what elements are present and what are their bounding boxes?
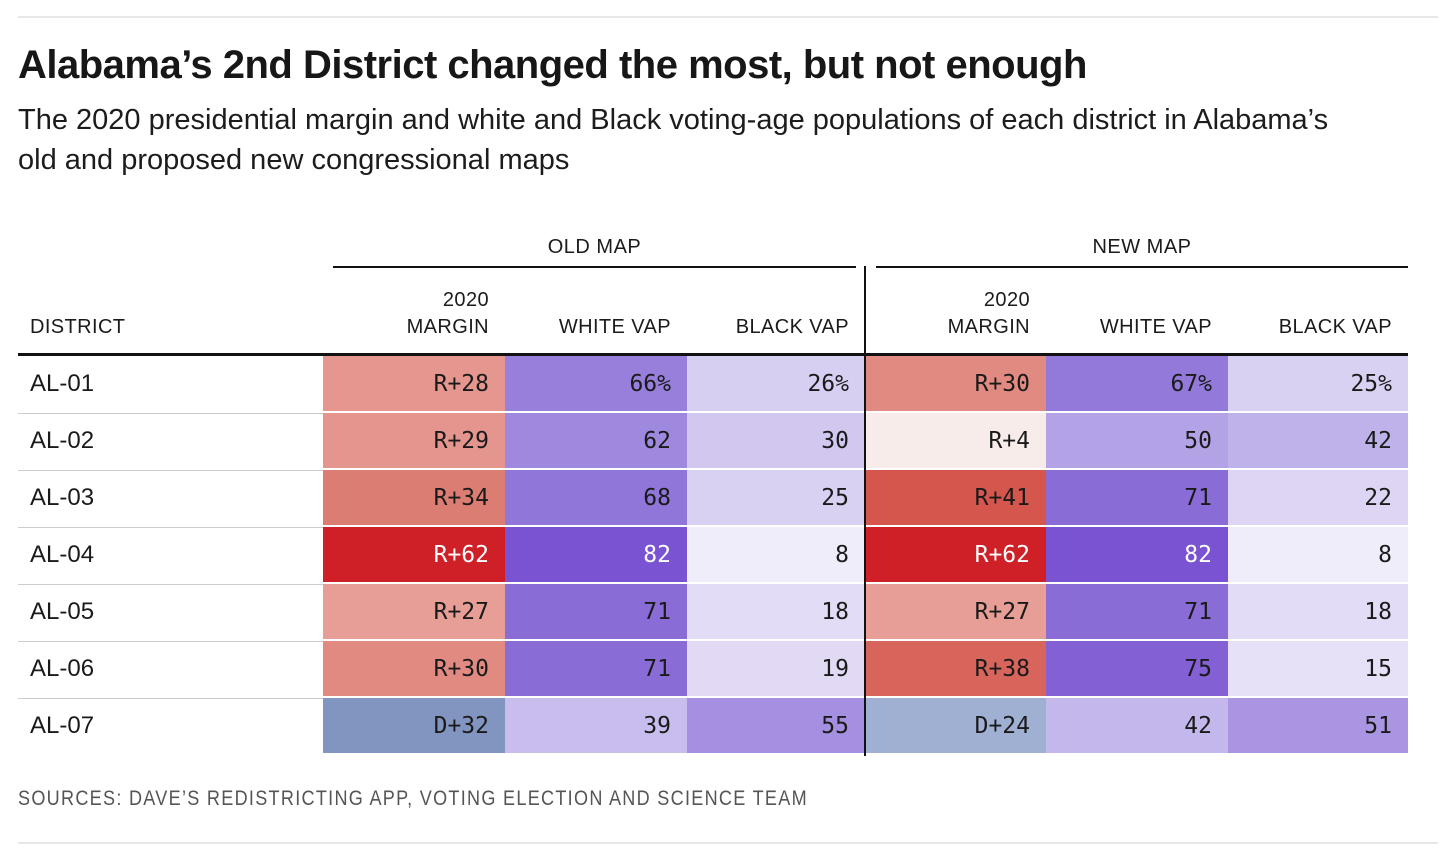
old-black-vap-cell: 8 — [687, 525, 865, 583]
top-divider — [18, 16, 1438, 18]
old-white-vap-cell: 66% — [505, 356, 687, 412]
new-margin-cell: R+41 — [865, 468, 1046, 526]
district-label: AL-03 — [18, 468, 323, 526]
page-subtitle: The 2020 presidential margin and white a… — [18, 104, 1329, 177]
new-black-vap-cell: 8 — [1228, 525, 1408, 583]
old-margin-cell: D+32 — [323, 696, 505, 754]
sources-note: SOURCES: DAVE’S REDISTRICTING APP, VOTIN… — [18, 787, 808, 811]
table-column-header-row: DISTRICT 2020 MARGIN WHITE VAP BLACK VAP… — [18, 268, 1408, 357]
old-white-vap-cell: 71 — [505, 639, 687, 697]
district-label: AL-01 — [18, 356, 323, 412]
district-label: AL-04 — [18, 525, 323, 583]
new-white-vap-cell: 42 — [1046, 696, 1228, 754]
new-white-vap-cell: 71 — [1046, 468, 1228, 526]
new-black-vap-cell: 15 — [1228, 639, 1408, 697]
new-white-vap-cell: 67% — [1046, 356, 1228, 412]
old-margin-cell: R+30 — [323, 639, 505, 697]
old-white-vap-cell: 39 — [505, 696, 687, 754]
column-header-old-black-vap: BLACK VAP — [735, 316, 849, 339]
column-header-new-white-vap: WHITE VAP — [1099, 316, 1212, 339]
group-header-spacer — [18, 222, 323, 268]
new-black-vap-cell: 25% — [1228, 356, 1408, 412]
district-label: AL-02 — [18, 411, 323, 469]
new-black-vap-cell: 51 — [1228, 696, 1408, 754]
content: Alabama’s 2nd District changed the most,… — [0, 16, 1456, 811]
column-header-old-white-vap: WHITE VAP — [558, 316, 671, 339]
district-label: AL-07 — [18, 696, 323, 754]
table-row: AL-01 R+28 66% 26% R+30 67% 25% — [18, 356, 1408, 412]
table-row: AL-06 R+30 71 19 R+38 75 15 — [18, 639, 1408, 697]
table-row: AL-04 R+62 82 8 R+62 82 8 — [18, 525, 1408, 583]
old-black-vap-cell: 55 — [687, 696, 865, 754]
old-new-divider-line — [864, 266, 866, 757]
table-group-header-row: OLD MAP NEW MAP — [18, 222, 1408, 269]
old-margin-cell: R+28 — [323, 356, 505, 412]
old-white-vap-cell: 82 — [505, 525, 687, 583]
page-title: Alabama’s 2nd District changed the most,… — [18, 43, 1087, 87]
new-margin-cell: D+24 — [865, 696, 1046, 754]
old-black-vap-cell: 19 — [687, 639, 865, 697]
new-white-vap-cell: 75 — [1046, 639, 1228, 697]
old-white-vap-cell: 68 — [505, 468, 687, 526]
old-black-vap-cell: 18 — [687, 582, 865, 640]
bottom-divider — [18, 842, 1438, 844]
old-white-vap-cell: 62 — [505, 411, 687, 469]
old-white-vap-cell: 71 — [505, 582, 687, 640]
new-white-vap-cell: 50 — [1046, 411, 1228, 469]
district-label: AL-06 — [18, 639, 323, 697]
new-black-vap-cell: 18 — [1228, 582, 1408, 640]
old-margin-cell: R+27 — [323, 582, 505, 640]
districts-table: OLD MAP NEW MAP DISTRICT 2020 MARGIN WHI… — [18, 222, 1408, 757]
table-row: AL-07 D+32 39 55 D+24 42 51 — [18, 696, 1408, 754]
table-row: AL-05 R+27 71 18 R+27 71 18 — [18, 582, 1408, 640]
new-margin-cell: R+27 — [865, 582, 1046, 640]
table-row: AL-03 R+34 68 25 R+41 71 22 — [18, 468, 1408, 526]
old-black-vap-cell: 30 — [687, 411, 865, 469]
old-margin-cell: R+34 — [323, 468, 505, 526]
old-margin-cell: R+29 — [323, 411, 505, 469]
column-header-new-margin: 2020 MARGIN — [947, 289, 1030, 339]
new-map-group-header: NEW MAP — [876, 222, 1408, 269]
table-row: AL-02 R+29 62 30 R+4 50 42 — [18, 411, 1408, 469]
new-margin-cell: R+4 — [865, 411, 1046, 469]
new-black-vap-cell: 42 — [1228, 411, 1408, 469]
old-black-vap-cell: 26% — [687, 356, 865, 412]
district-label: AL-05 — [18, 582, 323, 640]
column-header-new-black-vap: BLACK VAP — [1278, 316, 1392, 339]
new-margin-cell: R+30 — [865, 356, 1046, 412]
old-margin-cell: R+62 — [323, 525, 505, 583]
old-map-group-header: OLD MAP — [333, 222, 856, 269]
old-black-vap-cell: 25 — [687, 468, 865, 526]
column-header-district: DISTRICT — [30, 316, 126, 339]
new-margin-cell: R+38 — [865, 639, 1046, 697]
column-header-old-margin: 2020 MARGIN — [406, 289, 489, 339]
new-margin-cell: R+62 — [865, 525, 1046, 583]
new-white-vap-cell: 82 — [1046, 525, 1228, 583]
new-black-vap-cell: 22 — [1228, 468, 1408, 526]
new-white-vap-cell: 71 — [1046, 582, 1228, 640]
